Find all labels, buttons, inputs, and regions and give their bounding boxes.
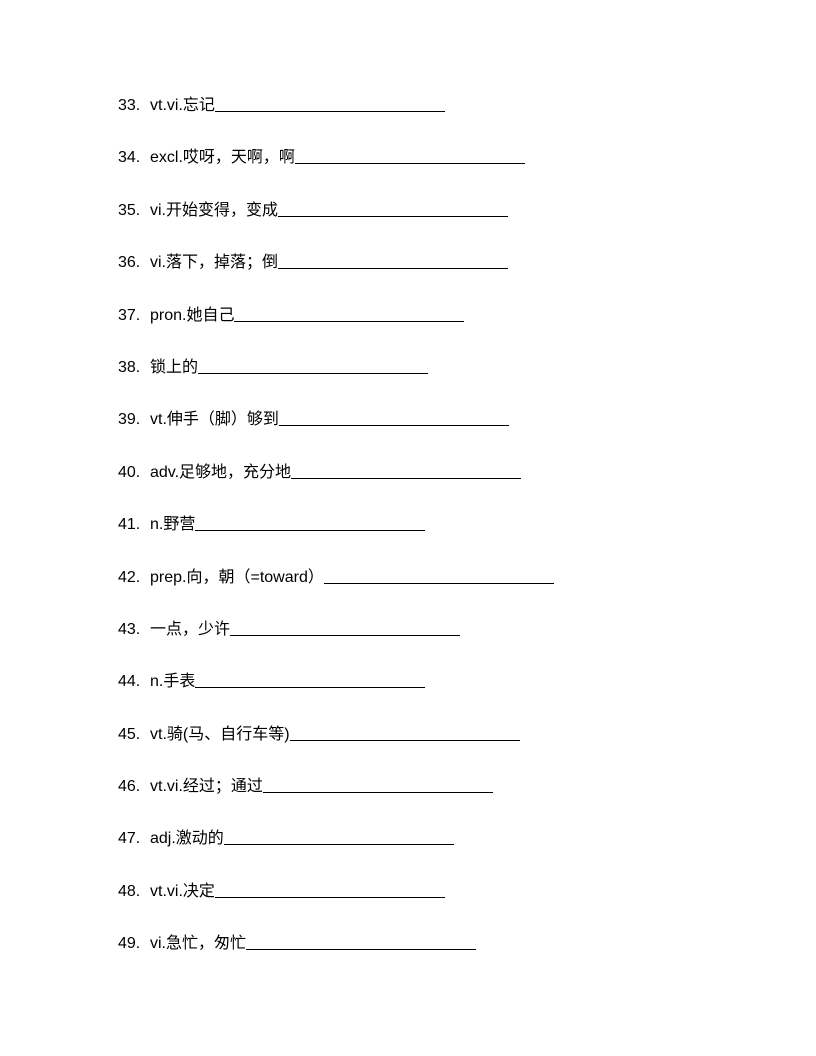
item-text: pron.她自己 (150, 305, 234, 327)
item-number: 43. (118, 619, 150, 641)
item-number: 45. (118, 724, 150, 746)
item-number: 44. (118, 671, 150, 693)
list-item: 44.n.手表 (118, 671, 816, 693)
item-text: adj.激动的 (150, 828, 224, 850)
blank-line (246, 949, 476, 950)
list-item: 34.excl.哎呀，天啊，啊 (118, 147, 816, 169)
blank-line (291, 478, 521, 479)
blank-line (224, 844, 454, 845)
item-number: 38. (118, 357, 150, 379)
blank-line (195, 687, 425, 688)
blank-line (234, 321, 464, 322)
blank-line (215, 897, 445, 898)
list-item: 42.prep.向，朝（=toward） (118, 567, 816, 589)
list-item: 38.锁上的 (118, 357, 816, 379)
blank-line (230, 635, 460, 636)
item-number: 37. (118, 305, 150, 327)
item-number: 46. (118, 776, 150, 798)
list-item: 33.vt.vi.忘记 (118, 95, 816, 117)
item-number: 48. (118, 881, 150, 903)
item-text: vt.vi.决定 (150, 881, 215, 903)
item-text: prep.向，朝（=toward） (150, 567, 324, 589)
list-item: 45.vt.骑(马、自行车等) (118, 724, 816, 746)
item-text: vt.vi.忘记 (150, 95, 215, 117)
item-number: 40. (118, 462, 150, 484)
blank-line (279, 425, 509, 426)
item-number: 35. (118, 200, 150, 222)
item-text: vi.落下，掉落；倒 (150, 252, 278, 274)
list-item: 39.vt.伸手（脚）够到 (118, 409, 816, 431)
item-text: n.野营 (150, 514, 195, 536)
item-number: 33. (118, 95, 150, 117)
list-item: 49.vi.急忙，匆忙 (118, 933, 816, 955)
blank-line (198, 373, 428, 374)
item-text: vt.vi.经过；通过 (150, 776, 263, 798)
item-text: excl.哎呀，天啊，啊 (150, 147, 295, 169)
list-item: 36.vi.落下，掉落；倒 (118, 252, 816, 274)
item-number: 41. (118, 514, 150, 536)
item-number: 42. (118, 567, 150, 589)
item-number: 49. (118, 933, 150, 955)
blank-line (324, 583, 554, 584)
item-text: vt.伸手（脚）够到 (150, 409, 279, 431)
blank-line (295, 163, 525, 164)
item-number: 34. (118, 147, 150, 169)
list-item: 47.adj.激动的 (118, 828, 816, 850)
list-item: 43.一点，少许 (118, 619, 816, 641)
item-text: 锁上的 (150, 357, 198, 379)
item-number: 47. (118, 828, 150, 850)
item-number: 36. (118, 252, 150, 274)
item-text: vi.开始变得，变成 (150, 200, 278, 222)
item-text: vi.急忙，匆忙 (150, 933, 246, 955)
item-number: 39. (118, 409, 150, 431)
blank-line (278, 216, 508, 217)
blank-line (278, 268, 508, 269)
list-item: 35.vi.开始变得，变成 (118, 200, 816, 222)
blank-line (290, 740, 520, 741)
list-item: 46.vt.vi.经过；通过 (118, 776, 816, 798)
list-item: 40.adv.足够地，充分地 (118, 462, 816, 484)
list-item: 41.n.野营 (118, 514, 816, 536)
blank-line (263, 792, 493, 793)
list-item: 48.vt.vi.决定 (118, 881, 816, 903)
list-item: 37.pron.她自己 (118, 305, 816, 327)
blank-line (195, 530, 425, 531)
item-text: adv.足够地，充分地 (150, 462, 291, 484)
item-text: vt.骑(马、自行车等) (150, 724, 290, 746)
vocabulary-list: 33.vt.vi.忘记34.excl.哎呀，天啊，啊35.vi.开始变得，变成3… (118, 95, 816, 956)
item-text: n.手表 (150, 671, 195, 693)
item-text: 一点，少许 (150, 619, 230, 641)
blank-line (215, 111, 445, 112)
